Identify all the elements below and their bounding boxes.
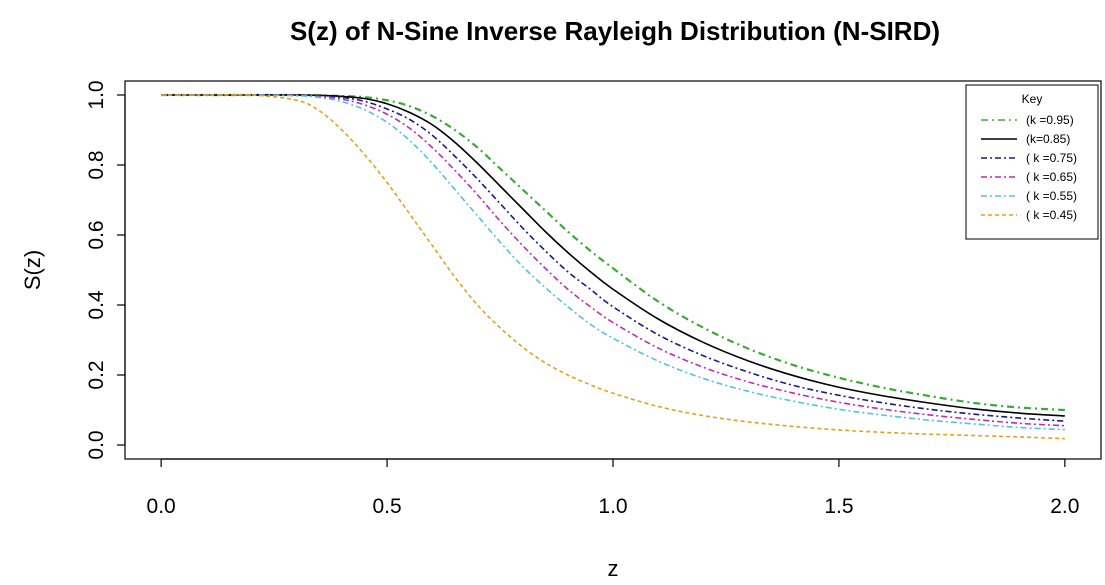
legend-label: ( k =0.45) — [1026, 208, 1077, 222]
series-line — [161, 94, 1065, 431]
y-tick-label: 0.8 — [85, 150, 108, 179]
x-tick-label: 1.5 — [824, 495, 853, 518]
y-tick-label: 0.2 — [85, 360, 108, 389]
x-tick-label: 0.0 — [147, 495, 176, 518]
series-group — [161, 93, 1065, 440]
legend-label: (k=0.85) — [1026, 132, 1070, 146]
plot-frame — [124, 80, 1102, 460]
y-tick-label: 0.6 — [85, 220, 108, 249]
legend-box — [965, 84, 1099, 240]
series-line — [161, 93, 1065, 412]
y-axis-label: S(z) — [20, 250, 45, 290]
y-tick-label: 0.0 — [85, 430, 108, 459]
series-line — [161, 94, 1065, 422]
x-axis: 0.0 0.5 1.0 1.5 2.0 — [147, 458, 1079, 518]
legend-label: ( k =0.75) — [1026, 151, 1077, 165]
legend-label: ( k =0.55) — [1026, 189, 1077, 203]
legend-title: Key — [1022, 92, 1043, 106]
x-tick-label: 0.5 — [372, 495, 401, 518]
y-tick-label: 1.0 — [85, 80, 108, 109]
x-tick-label: 1.0 — [598, 495, 627, 518]
series-line — [161, 94, 1065, 427]
y-tick-label: 0.4 — [85, 290, 108, 320]
x-axis-label: z — [608, 556, 619, 581]
legend: Key (k =0.95) (k=0.85) ( k =0.75) ( k =0.65… — [965, 84, 1099, 240]
y-axis: 0.0 0.2 0.4 0.6 0.8 1.0 — [85, 80, 126, 460]
series-line — [161, 93, 1065, 440]
series-line — [161, 94, 1065, 417]
legend-label: (k =0.95) — [1026, 113, 1074, 127]
legend-label: ( k =0.65) — [1026, 170, 1077, 184]
chart-title: S(z) of N-Sine Inverse Rayleigh Distribu… — [290, 16, 940, 46]
x-tick-label: 2.0 — [1050, 495, 1079, 518]
legend-items: (k =0.95) (k=0.85) ( k =0.75) ( k =0.65) ( k… — [981, 113, 1077, 222]
